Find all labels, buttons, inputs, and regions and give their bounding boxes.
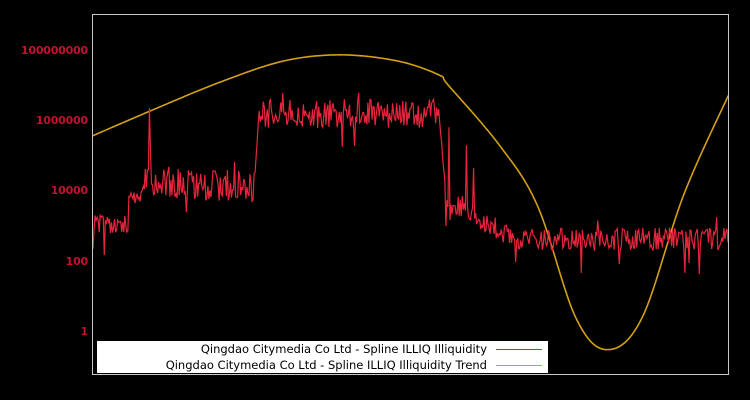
y-tick-label: 1: [80, 325, 89, 338]
plot-area: [92, 14, 729, 375]
legend-color-swatch: [496, 348, 542, 350]
y-tick-label: 1000000: [35, 114, 88, 127]
y-tick-label: 100000000: [20, 44, 88, 57]
y-axis-tick-labels: 100000000 1000000 10000 100 1: [0, 0, 88, 400]
y-tick-label: 10000: [50, 184, 88, 197]
trend-line-group: [93, 54, 728, 351]
legend-entry-label: Qingdao Citymedia Co Ltd - Spline ILLIQ …: [200, 341, 487, 356]
plot-canvas: [93, 54, 728, 351]
legend-entry: Qingdao Citymedia Co Ltd - Spline ILLIQ …: [97, 341, 548, 357]
legend-color-swatch: [496, 364, 542, 366]
legend-entry-label: Qingdao Citymedia Co Ltd - Spline ILLIQ …: [165, 357, 487, 372]
series-line-group: [93, 92, 728, 274]
illiquidity-line: [93, 92, 728, 274]
chart-legend: Qingdao Citymedia Co Ltd - Spline ILLIQ …: [97, 341, 548, 373]
y-tick-label: 100: [65, 255, 89, 268]
trend-line: [93, 54, 728, 351]
legend-entry: Qingdao Citymedia Co Ltd - Spline ILLIQ …: [97, 357, 548, 373]
